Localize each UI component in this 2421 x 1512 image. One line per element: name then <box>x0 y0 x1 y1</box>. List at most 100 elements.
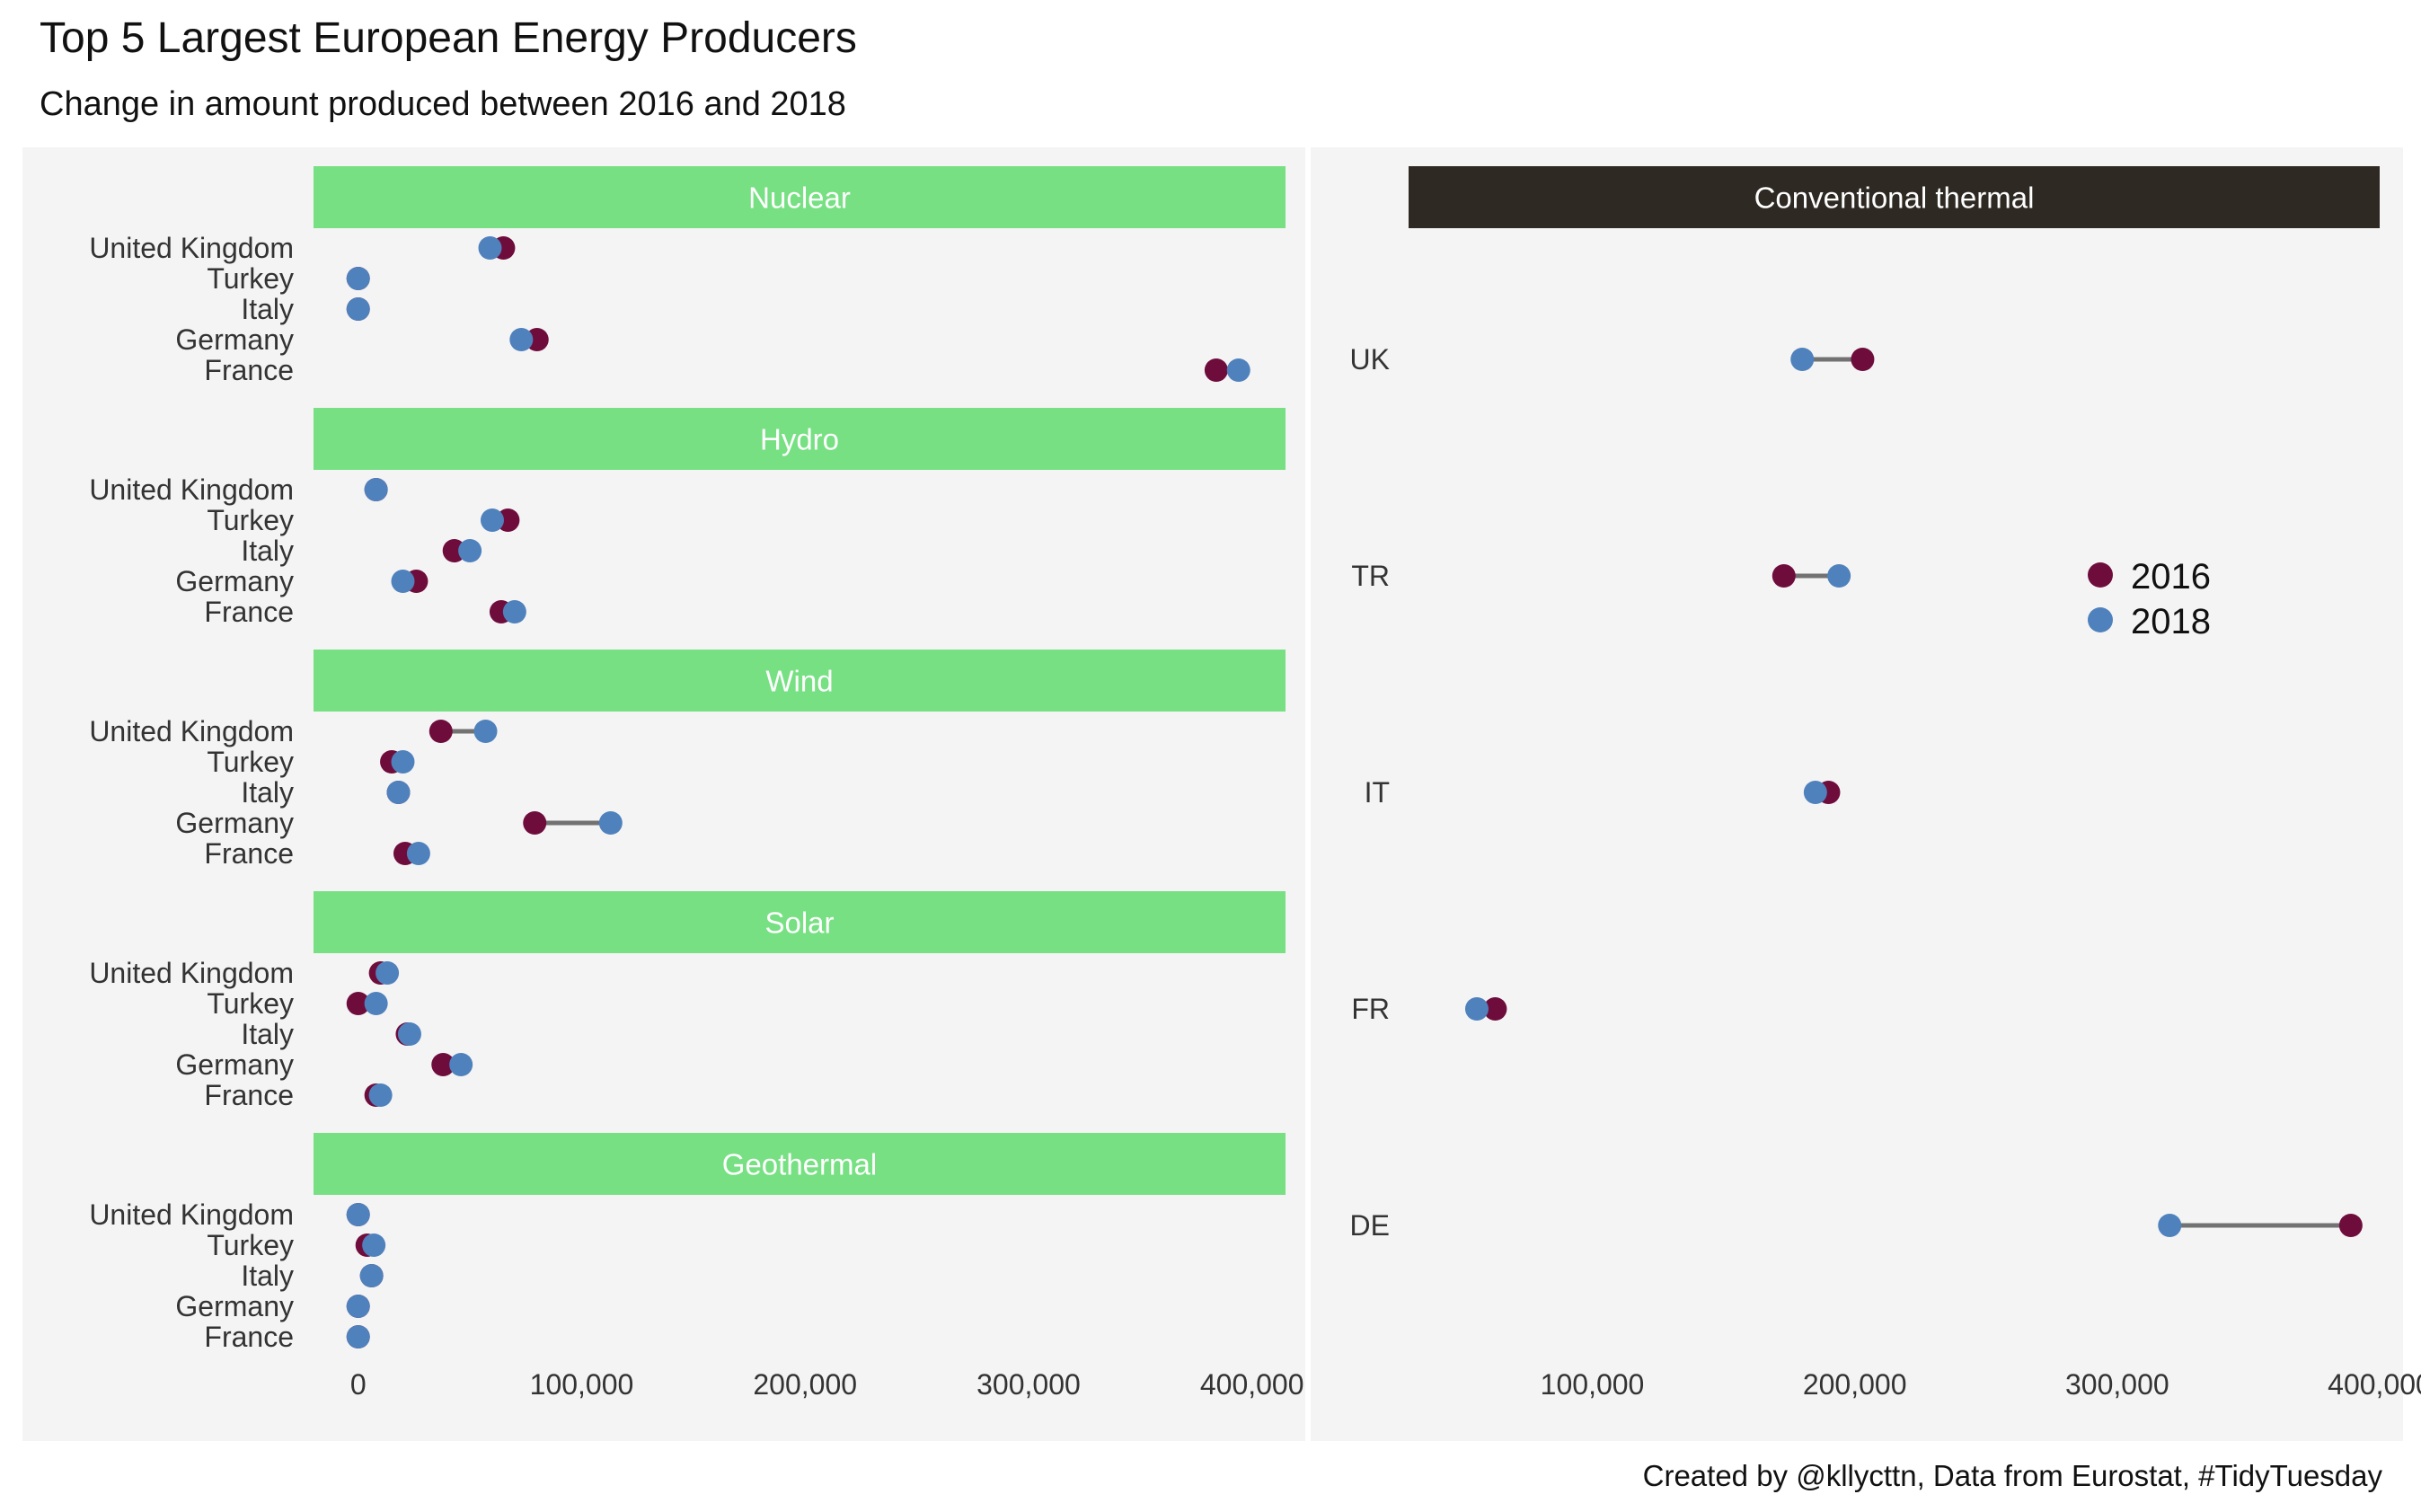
point-2018-geothermal-germany <box>346 1295 370 1318</box>
right-panel-background <box>1311 147 2403 1441</box>
point-2018-geothermal-united-kingdom <box>346 1203 370 1226</box>
point-2018-wind-turkey <box>391 750 415 774</box>
point-2016-thermal-de <box>2338 1214 2363 1237</box>
point-2018-hydro-italy <box>458 539 482 562</box>
strip-label-wind: Wind <box>765 665 833 698</box>
ylabel-thermal-it: IT <box>1365 776 1390 809</box>
ylabel-thermal-uk: UK <box>1350 343 1390 376</box>
ylabel-hydro-germany: Germany <box>175 565 294 597</box>
point-2018-thermal-tr <box>1827 564 1851 588</box>
ylabel-wind-germany: Germany <box>175 807 294 839</box>
ylabel-wind-turkey: Turkey <box>207 746 294 778</box>
strip-label-nuclear: Nuclear <box>748 181 851 215</box>
point-2018-thermal-it <box>1803 781 1827 804</box>
point-2018-thermal-uk <box>1790 348 1815 371</box>
ylabel-geothermal-italy: Italy <box>241 1260 294 1292</box>
xtick-left-200000: 200,000 <box>753 1368 857 1401</box>
strip-label-conventional-thermal: Conventional thermal <box>1754 181 2035 215</box>
point-2016-solar-turkey <box>346 992 370 1015</box>
xtick-left-300000: 300,000 <box>976 1368 1081 1401</box>
point-2018-solar-united-kingdom <box>376 961 400 985</box>
ylabel-thermal-de: DE <box>1350 1209 1390 1242</box>
point-2018-nuclear-france <box>1226 358 1250 382</box>
point-2018-hydro-turkey <box>480 508 504 532</box>
point-2018-hydro-france <box>502 600 526 623</box>
point-2018-solar-france <box>368 1083 393 1107</box>
ylabel-nuclear-france: France <box>204 354 294 386</box>
ylabel-solar-italy: Italy <box>241 1018 294 1050</box>
ylabel-hydro-turkey: Turkey <box>207 504 294 536</box>
strip-solar <box>314 891 1286 953</box>
strip-label-solar: Solar <box>764 906 834 940</box>
ylabel-solar-united-kingdom: United Kingdom <box>89 957 294 989</box>
xtick-left-0: 0 <box>350 1368 367 1401</box>
strip-conventional-thermal <box>1409 166 2380 228</box>
strip-label-geothermal: Geothermal <box>722 1148 877 1181</box>
ylabel-geothermal-united-kingdom: United Kingdom <box>89 1198 294 1231</box>
legend: 2016 2018 <box>2088 557 2211 641</box>
xtick-right-200000: 200,000 <box>1803 1368 1907 1401</box>
ylabel-hydro-italy: Italy <box>241 535 294 567</box>
ylabel-solar-france: France <box>204 1079 294 1111</box>
ylabel-solar-turkey: Turkey <box>207 987 294 1020</box>
point-2016-thermal-fr <box>1483 997 1507 1021</box>
legend-key-2018 <box>2088 607 2113 632</box>
strip-geothermal <box>314 1133 1286 1195</box>
xtick-right-400000: 400,000 <box>2328 1368 2421 1401</box>
point-2018-wind-germany <box>598 811 623 835</box>
legend-label-2018: 2018 <box>2131 602 2211 641</box>
point-2016-wind-united-kingdom <box>429 720 453 743</box>
ylabel-wind-france: France <box>204 837 294 870</box>
point-2018-nuclear-germany <box>509 328 534 351</box>
point-2018-thermal-de <box>2158 1214 2182 1237</box>
point-2018-wind-france <box>406 842 430 865</box>
point-2018-solar-italy <box>397 1022 421 1046</box>
ylabel-solar-germany: Germany <box>175 1048 294 1081</box>
strip-label-hydro: Hydro <box>760 423 839 456</box>
ylabel-geothermal-germany: Germany <box>175 1290 294 1322</box>
chart-subtitle: Change in amount produced between 2016 a… <box>40 85 846 123</box>
left-panel-background <box>22 147 1305 1441</box>
ylabel-wind-italy: Italy <box>241 776 294 809</box>
ylabel-hydro-france: France <box>204 596 294 628</box>
ylabel-wind-united-kingdom: United Kingdom <box>89 715 294 747</box>
point-2018-geothermal-turkey <box>362 1233 386 1257</box>
ylabel-geothermal-turkey: Turkey <box>207 1229 294 1261</box>
ylabel-hydro-united-kingdom: United Kingdom <box>89 473 294 506</box>
point-2018-solar-turkey <box>364 992 388 1015</box>
xtick-left-100000: 100,000 <box>530 1368 634 1401</box>
point-2018-thermal-fr <box>1464 997 1489 1021</box>
point-2016-thermal-uk <box>1851 348 1875 371</box>
point-2018-hydro-germany <box>391 570 415 593</box>
point-2018-solar-germany <box>449 1053 473 1076</box>
xtick-right-100000: 100,000 <box>1541 1368 1645 1401</box>
ylabel-nuclear-turkey: Turkey <box>207 262 294 295</box>
xtick-left-400000: 400,000 <box>1200 1368 1304 1401</box>
point-2018-geothermal-france <box>346 1325 370 1348</box>
point-2018-nuclear-italy <box>346 297 370 321</box>
ylabel-nuclear-united-kingdom: United Kingdom <box>89 232 294 264</box>
point-2018-wind-united-kingdom <box>473 720 498 743</box>
point-2016-nuclear-france <box>1204 358 1228 382</box>
point-2018-geothermal-italy <box>359 1264 384 1287</box>
strip-nuclear <box>314 166 1286 228</box>
strip-hydro <box>314 408 1286 470</box>
point-2018-nuclear-united-kingdom <box>478 236 502 260</box>
point-2016-solar-germany <box>431 1053 455 1076</box>
point-2018-nuclear-turkey <box>346 267 370 290</box>
ylabel-nuclear-italy: Italy <box>241 293 294 325</box>
ylabel-thermal-fr: FR <box>1351 993 1390 1025</box>
point-2018-hydro-united-kingdom <box>364 478 388 501</box>
right-facet: Conventional thermal UK TR IT FR DE 100,000 200… <box>1350 166 2421 1401</box>
chart-title: Top 5 Largest European Energy Producers <box>40 14 857 62</box>
legend-label-2016: 2016 <box>2131 557 2211 597</box>
ylabel-nuclear-germany: Germany <box>175 323 294 356</box>
strip-wind <box>314 650 1286 712</box>
legend-key-2016 <box>2088 562 2113 588</box>
ylabel-thermal-tr: TR <box>1351 560 1390 592</box>
xtick-right-300000: 300,000 <box>2065 1368 2169 1401</box>
ylabel-geothermal-france: France <box>204 1321 294 1353</box>
point-2016-wind-germany <box>523 811 547 835</box>
